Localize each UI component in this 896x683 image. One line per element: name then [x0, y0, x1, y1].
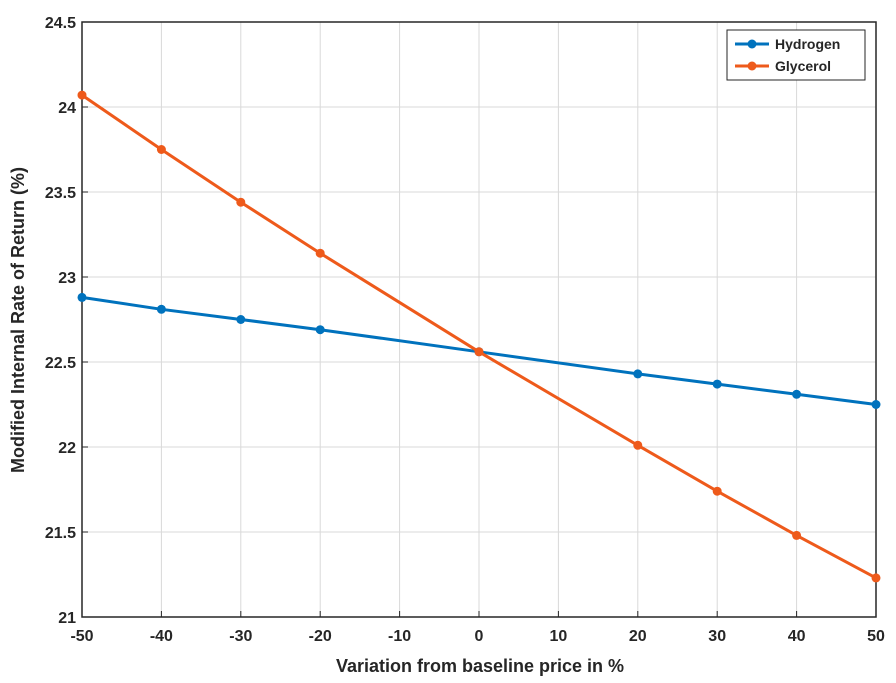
legend: Hydrogen Glycerol — [726, 29, 866, 81]
y-tick-label: 21.5 — [45, 525, 76, 542]
x-axis: -50 -40 -30 -20 -10 0 10 20 30 40 50 — [70, 611, 885, 645]
data-point — [236, 315, 246, 324]
legend-label: Glycerol — [775, 58, 831, 74]
x-tick-label: 40 — [788, 628, 806, 645]
legend-item: Glycerol — [735, 58, 831, 74]
legend-label: Hydrogen — [775, 36, 840, 52]
x-tick-label: -10 — [388, 628, 411, 645]
data-point — [77, 90, 87, 100]
legend-swatch-marker — [747, 39, 757, 49]
data-point — [474, 347, 484, 357]
data-point — [871, 573, 881, 583]
data-point — [315, 248, 325, 258]
data-point — [792, 389, 802, 399]
x-tick-label: 0 — [475, 628, 484, 645]
grid-lines — [81, 21, 877, 618]
x-tick-label: 30 — [708, 628, 726, 645]
legend-item: Hydrogen — [735, 36, 840, 52]
data-point — [712, 379, 722, 389]
data-point — [236, 197, 246, 207]
legend-swatch-marker — [747, 61, 757, 71]
data-point — [315, 325, 325, 335]
x-tick-label: -40 — [150, 628, 173, 645]
y-tick-label: 24.5 — [45, 15, 76, 32]
x-tick-label: 50 — [867, 628, 885, 645]
series-glycerol — [77, 90, 881, 583]
data-point — [712, 486, 722, 496]
x-axis-title: Variation from baseline price in % — [336, 656, 624, 676]
data-point — [871, 400, 881, 409]
y-tick-label: 21 — [58, 610, 76, 627]
y-axis-title: Modified Internal Rate of Return (%) — [8, 167, 28, 473]
series-layer — [77, 90, 881, 583]
data-point — [156, 304, 166, 314]
x-tick-label: -20 — [309, 628, 332, 645]
x-tick-label: -30 — [229, 628, 252, 645]
y-tick-label: 23.5 — [45, 185, 76, 202]
x-tick-label: 10 — [550, 628, 568, 645]
y-tick-label: 22 — [58, 440, 76, 457]
data-point — [633, 440, 643, 450]
legend-box — [726, 29, 866, 81]
x-tick-label: -50 — [70, 628, 93, 645]
x-tick-label: 20 — [629, 628, 647, 645]
data-point — [156, 145, 166, 154]
y-tick-label: 22.5 — [45, 355, 76, 372]
y-axis: 21 21.5 22 22.5 23 23.5 24 24.5 — [45, 15, 88, 627]
data-point — [77, 292, 87, 302]
data-point — [633, 369, 643, 379]
y-tick-label: 24 — [58, 100, 76, 117]
data-point — [792, 530, 802, 540]
y-tick-label: 23 — [58, 270, 76, 287]
